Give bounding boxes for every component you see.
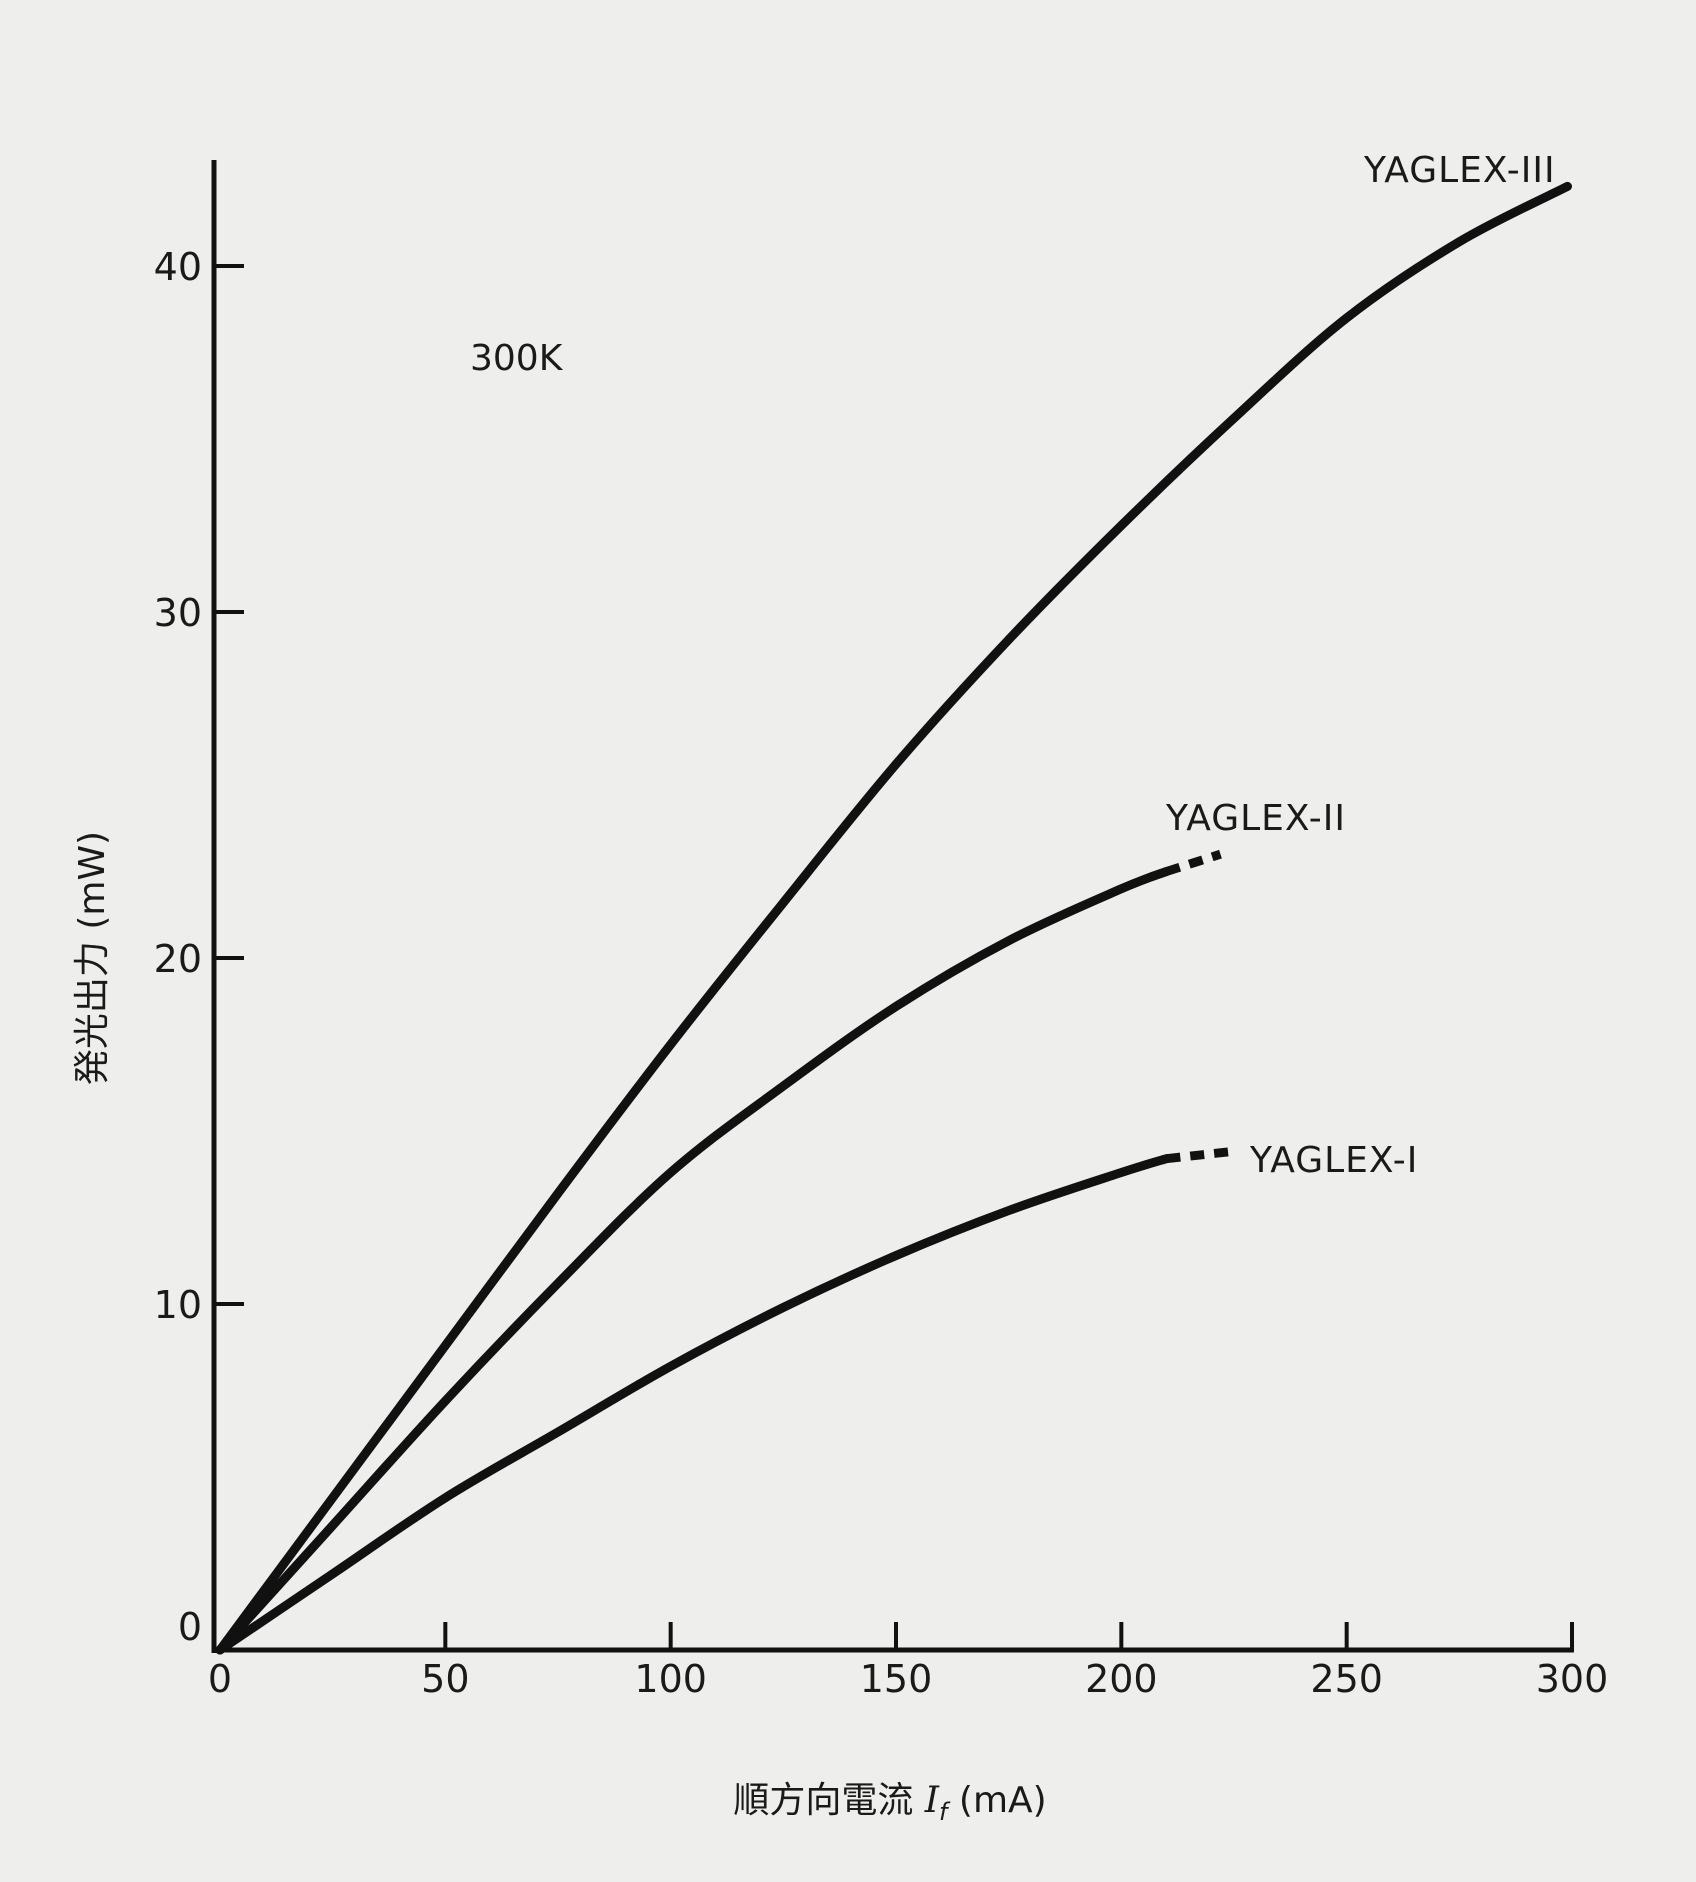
series-line-yaglex-iii: [215, 181, 1572, 1655]
temperature-annotation: 300K: [470, 338, 564, 379]
x-axis-title-text: 順方向電流: [733, 1780, 924, 1821]
y-tick-label-10: 10: [154, 1283, 202, 1327]
x-tick-label-100: 100: [634, 1657, 707, 1701]
series-line-yaglex-i: [215, 1154, 1171, 1655]
y-axis-title: 発光出力 (mW): [72, 831, 113, 1085]
labels-layer: YAGLEX-III YAGLEX-II YAGLEX-I 300K 発光出力 (mW)…: [72, 150, 1556, 1826]
x-axis-unit: (mA): [947, 1780, 1046, 1821]
series-label-yaglex-ii: YAGLEX-II: [1165, 798, 1346, 839]
y-tick-label-0: 0: [178, 1605, 202, 1649]
y-tick-label-30: 30: [154, 591, 202, 635]
x-tick-label-50: 50: [421, 1657, 469, 1701]
series-label-yaglex-iii: YAGLEX-III: [1363, 150, 1556, 191]
x-tick-label-0: 0: [208, 1657, 232, 1701]
x-axis-title: 順方向電流 If (mA): [733, 1780, 1046, 1826]
y-tick-label-40: 40: [154, 245, 202, 289]
y-tick-label-20: 20: [154, 937, 202, 981]
series-dashed-extension-yaglex-ii: [1165, 849, 1222, 876]
x-tick-label-250: 250: [1310, 1657, 1383, 1701]
x-axis-symbol: I: [924, 1780, 940, 1821]
x-tick-label-200: 200: [1085, 1657, 1158, 1701]
x-tick-label-300: 300: [1536, 1657, 1609, 1701]
axes: 0 50 100 150 200 250 300 0 10 20 30 40: [154, 160, 1609, 1701]
series-dashed-extension-yaglex-i: [1165, 1147, 1230, 1164]
series-label-yaglex-i: YAGLEX-I: [1249, 1140, 1418, 1181]
x-tick-label-150: 150: [860, 1657, 933, 1701]
series-line-yaglex-ii: [215, 867, 1171, 1655]
series-layer: [215, 181, 1572, 1655]
